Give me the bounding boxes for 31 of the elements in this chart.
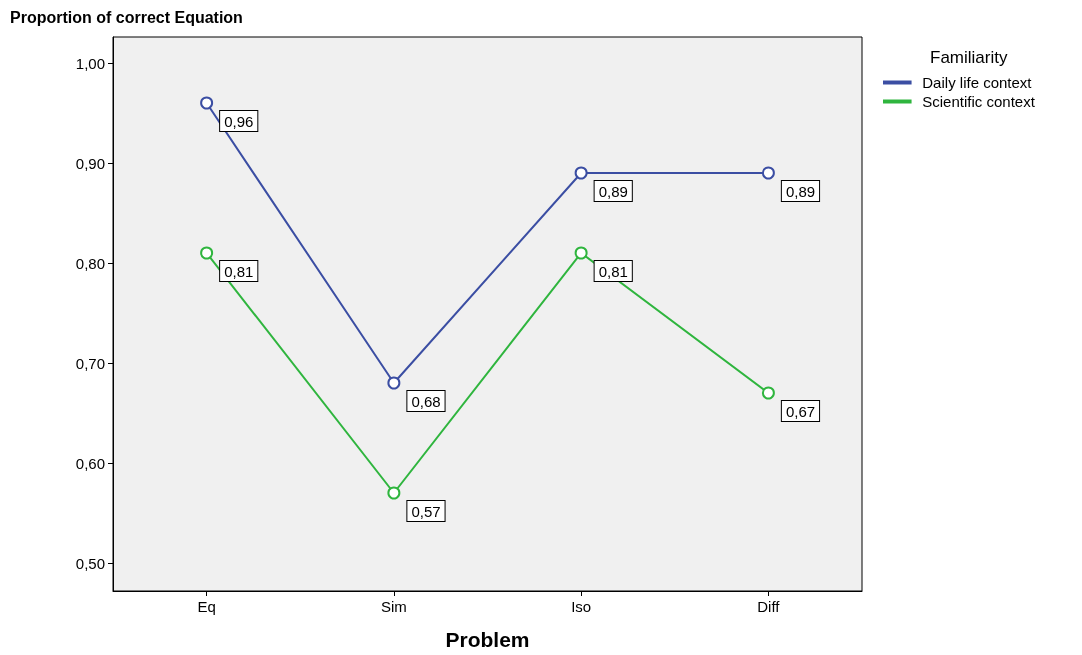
legend-label: Daily life context <box>922 74 1033 91</box>
legend-title: Familiarity <box>930 48 1008 67</box>
y-axis-title: Proportion of correct Equation <box>10 8 243 26</box>
point <box>761 386 775 400</box>
data-label: 0,67 <box>785 402 816 420</box>
y-tick-label: 0,90 <box>75 154 105 172</box>
data-label: 0,96 <box>224 112 254 130</box>
data-label: 0,89 <box>785 182 816 200</box>
x-tick-label: Iso <box>571 598 592 615</box>
x-axis-title: Problem <box>445 628 530 651</box>
y-tick-label: 0,80 <box>75 254 105 272</box>
y-tick-label: 0,60 <box>75 454 105 472</box>
x-tick-label: Sim <box>380 598 407 615</box>
data-label: 0,68 <box>411 392 441 410</box>
data-label: 0,89 <box>598 182 628 200</box>
point <box>387 376 401 390</box>
legend-label: Scientific context <box>922 93 1036 110</box>
point <box>200 96 214 110</box>
point <box>574 166 588 180</box>
data-label: 0,81 <box>598 262 628 280</box>
data-label: 0,81 <box>224 262 254 280</box>
y-tick-label: 0,50 <box>75 554 105 572</box>
y-tick-label: 0,70 <box>75 354 105 372</box>
point <box>574 246 588 260</box>
point <box>761 166 775 180</box>
point <box>387 486 401 500</box>
data-label: 0,57 <box>411 502 441 520</box>
x-tick-label: Diff <box>757 598 781 615</box>
point <box>200 246 214 260</box>
x-tick-label: Eq <box>197 598 216 615</box>
y-tick-label: 1,00 <box>75 54 105 72</box>
